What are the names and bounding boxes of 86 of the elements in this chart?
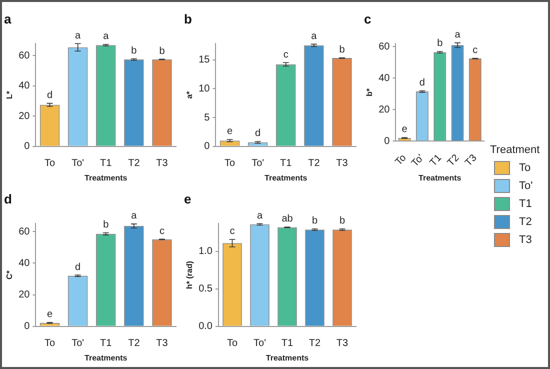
x-axis-title: Treatments xyxy=(84,173,128,182)
y-tick-label: 0 xyxy=(24,321,30,332)
y-tick-label: 0 xyxy=(24,141,30,152)
y-tick-label: 1.0 xyxy=(198,246,213,258)
legend-title: Treatment xyxy=(490,144,540,156)
data-label: c xyxy=(283,49,288,60)
y-tick-label: 40 xyxy=(378,72,390,84)
data-label: b xyxy=(437,38,444,50)
x-tick-label: T2 xyxy=(446,152,462,169)
data-label: b xyxy=(159,46,166,57)
data-label: a xyxy=(454,30,461,41)
x-tick-label: T3 xyxy=(336,158,348,170)
x-tick-label: T1 xyxy=(100,158,112,170)
data-label: d xyxy=(75,262,81,273)
x-tick-label: To xyxy=(44,158,56,170)
treatment-key: Treatment To To' T1 T2 T3 xyxy=(490,144,540,251)
y-tick-label: 20 xyxy=(18,110,30,122)
y-tick-label: 20 xyxy=(18,290,30,301)
y-tick-label: 60 xyxy=(18,50,30,62)
y-tick-label: 60 xyxy=(18,226,30,238)
x-tick-label: T1 xyxy=(281,338,294,350)
x-tick-label: T2 xyxy=(128,338,140,350)
y-axis-title: L* xyxy=(5,90,14,99)
x-tick-label: T3 xyxy=(156,158,168,170)
x-axis-title: Treatments xyxy=(418,173,462,182)
x-tick-label: To' xyxy=(252,158,264,170)
chart-title: d xyxy=(4,191,12,206)
data-label: d xyxy=(419,78,425,89)
x-tick-label: To' xyxy=(254,338,266,350)
y-axis-title: b* xyxy=(365,87,374,96)
data-label: c xyxy=(159,226,164,237)
x-tick-label: To xyxy=(226,338,238,350)
chart-title: b xyxy=(184,11,192,26)
y-tick-label: 5 xyxy=(204,112,210,124)
x-tick-label: T1 xyxy=(280,158,292,170)
x-tick-label: To xyxy=(44,338,56,350)
x-tick-label: T2 xyxy=(308,158,320,170)
chart-title: e xyxy=(184,191,192,206)
data-label: b xyxy=(339,44,346,56)
data-label: a xyxy=(103,31,110,42)
data-label: a xyxy=(75,30,82,42)
data-label: a xyxy=(256,210,263,222)
x-tick-label: To xyxy=(393,152,409,168)
x-tick-label: To' xyxy=(72,338,84,350)
data-label: b xyxy=(312,216,318,227)
y-tick-label: 0.0 xyxy=(198,321,213,332)
y-tick-label: 20 xyxy=(378,104,390,116)
data-label: b xyxy=(339,216,346,227)
y-axis-title: C* xyxy=(5,270,14,280)
y-tick-label: 0 xyxy=(384,136,390,147)
x-tick-label: To xyxy=(224,158,236,170)
x-tick-label: T3 xyxy=(156,338,168,350)
data-label: ab xyxy=(282,214,294,225)
x-tick-label: T2 xyxy=(308,338,322,350)
x-tick-label: T3 xyxy=(336,338,349,350)
x-tick-label: T1 xyxy=(100,338,112,350)
x-tick-label: T2 xyxy=(128,158,140,170)
x-axis-title: Treatments xyxy=(84,353,128,362)
y-tick-label: 0.5 xyxy=(198,284,213,295)
chart-title: c xyxy=(364,11,372,26)
y-tick-label: 0 xyxy=(204,141,210,152)
data-label: b xyxy=(103,220,110,231)
data-label: e xyxy=(46,309,53,320)
data-label: d xyxy=(46,90,53,102)
data-label: a xyxy=(131,210,138,222)
x-tick-label: T3 xyxy=(463,152,480,169)
chart-title: a xyxy=(4,11,12,26)
y-tick-label: 40 xyxy=(18,258,30,269)
y-tick-label: 60 xyxy=(378,41,390,52)
x-axis-title: Treatments xyxy=(264,173,308,182)
data-label: c xyxy=(230,226,235,238)
data-label: e xyxy=(226,126,233,138)
data-label: c xyxy=(472,44,478,56)
data-label: a xyxy=(311,30,318,42)
data-label: d xyxy=(255,128,261,140)
y-axis-title: h* (rad) xyxy=(185,260,194,289)
x-axis-title: Treatments xyxy=(266,353,310,362)
x-tick-label: To' xyxy=(72,158,84,170)
y-axis-title: a* xyxy=(185,90,194,99)
y-tick-label: 40 xyxy=(18,80,30,92)
x-tick-label: T1 xyxy=(428,152,444,169)
y-tick-label: 15 xyxy=(198,54,210,66)
x-tick-label: To' xyxy=(410,152,426,170)
y-tick-label: 10 xyxy=(198,83,210,94)
data-label: b xyxy=(131,45,138,56)
data-label: e xyxy=(402,124,408,136)
